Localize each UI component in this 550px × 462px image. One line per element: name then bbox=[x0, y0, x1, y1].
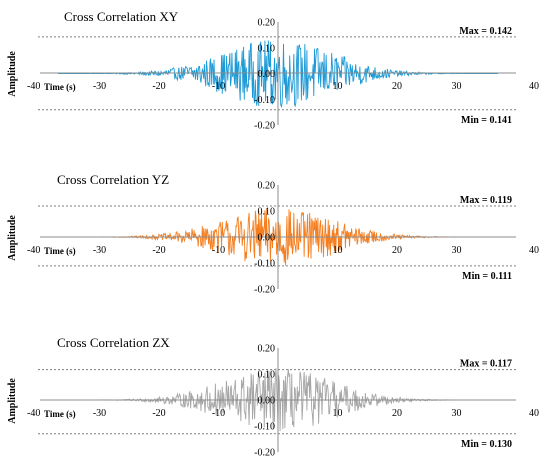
max-annotation: Max = 0.142 bbox=[459, 26, 512, 37]
y-tick-label: 0.00 bbox=[258, 69, 276, 80]
max-annotation: Max = 0.119 bbox=[460, 195, 512, 206]
y-tick-label: -0.20 bbox=[254, 121, 275, 132]
x-tick-label: 10 bbox=[333, 408, 343, 419]
x-tick-label: -40 bbox=[27, 81, 40, 92]
min-annotation: Min = 0.111 bbox=[462, 271, 512, 282]
y-axis-label: Amplitude bbox=[7, 51, 18, 97]
y-tick-label: 0.00 bbox=[258, 396, 276, 407]
x-tick-label: -10 bbox=[212, 81, 225, 92]
x-tick-label: -10 bbox=[212, 245, 225, 256]
x-tick-label: 20 bbox=[392, 245, 402, 256]
x-tick-label: 30 bbox=[452, 408, 462, 419]
x-axis-label: Time (s) bbox=[44, 246, 76, 256]
x-tick-label: 40 bbox=[529, 408, 539, 419]
y-tick-label: 0.10 bbox=[258, 207, 276, 218]
x-tick-label: 30 bbox=[452, 81, 462, 92]
chart-panel-3: 0.20 0.10 0.00 -0.10 -0.20 -40 -30 -20 -10 10 20 30… bbox=[7, 335, 539, 459]
y-tick-label: 0.10 bbox=[258, 43, 276, 54]
x-tick-label: 40 bbox=[529, 245, 539, 256]
y-tick-label: -0.10 bbox=[254, 95, 275, 106]
y-tick-label: 0.00 bbox=[258, 233, 276, 244]
y-tick-label: -0.10 bbox=[254, 422, 275, 433]
y-tick-label: -0.20 bbox=[254, 285, 275, 296]
y-tick-label: 0.10 bbox=[258, 370, 276, 381]
x-tick-label: 20 bbox=[392, 81, 402, 92]
x-tick-label: -30 bbox=[93, 245, 106, 256]
chart-title: Cross Correlation XY bbox=[64, 9, 179, 24]
x-tick-label: -10 bbox=[212, 408, 225, 419]
y-axis-label: Amplitude bbox=[7, 378, 18, 424]
chart-panel-2: 0.20 0.10 0.00 -0.10 -0.20 -40 -30 -20 -10 10 20 30… bbox=[7, 172, 539, 296]
x-tick-label: -40 bbox=[27, 245, 40, 256]
y-tick-label: 0.20 bbox=[258, 344, 276, 355]
y-tick-label: 0.20 bbox=[258, 181, 276, 192]
x-tick-label: 20 bbox=[392, 408, 402, 419]
x-tick-label: -20 bbox=[152, 81, 165, 92]
min-annotation: Min = 0.141 bbox=[461, 115, 512, 126]
chart-title: Cross Correlation ZX bbox=[57, 335, 170, 350]
x-tick-label: 10 bbox=[333, 81, 343, 92]
y-tick-label: 0.20 bbox=[258, 18, 276, 29]
x-tick-label: -20 bbox=[152, 245, 165, 256]
max-annotation: Max = 0.117 bbox=[460, 359, 512, 370]
y-tick-label: -0.10 bbox=[254, 259, 275, 270]
x-tick-label: -30 bbox=[93, 81, 106, 92]
x-tick-label: 40 bbox=[529, 81, 539, 92]
x-tick-label: -30 bbox=[93, 408, 106, 419]
x-axis-label: Time (s) bbox=[44, 82, 76, 92]
x-tick-label: -40 bbox=[27, 408, 40, 419]
y-axis-label: Amplitude bbox=[7, 215, 18, 261]
chart-title: Cross Correlation YZ bbox=[57, 172, 169, 187]
chart-panel-1: 0.20 0.10 0.00 -0.10 -0.20 -40 -30 -20 -10 10 20 30… bbox=[7, 9, 539, 132]
x-tick-label: 10 bbox=[333, 245, 343, 256]
y-tick-label: -0.20 bbox=[254, 448, 275, 459]
x-axis-label: Time (s) bbox=[44, 409, 76, 419]
x-tick-label: -20 bbox=[152, 408, 165, 419]
x-tick-label: 30 bbox=[452, 245, 462, 256]
min-annotation: Min = 0.130 bbox=[461, 439, 512, 450]
